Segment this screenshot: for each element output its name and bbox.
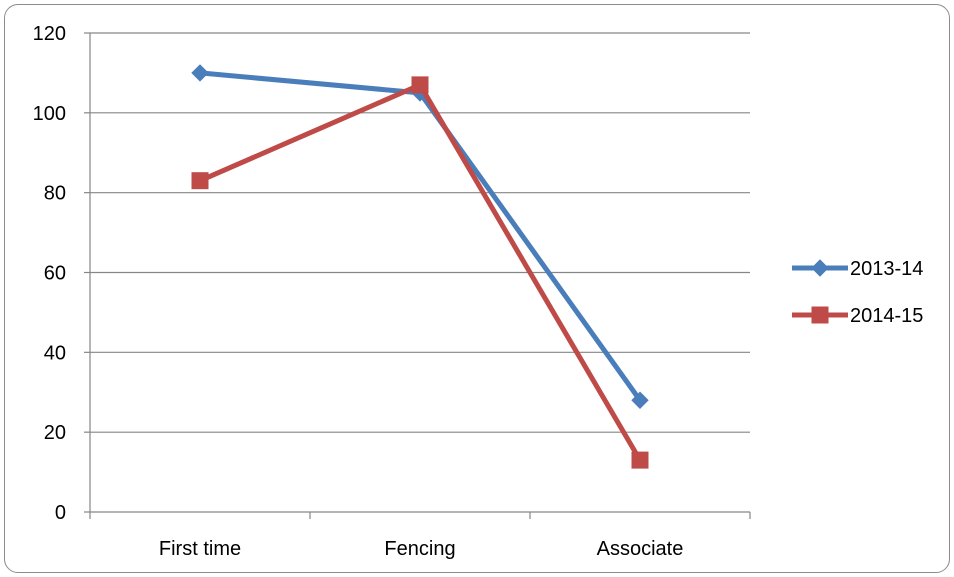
series-2014-15-point-associate (631, 451, 649, 469)
y-tick-label-40: 40 (44, 342, 66, 364)
y-tick-label-0: 0 (55, 502, 66, 524)
legend: 2013-14 2014-15 (792, 258, 923, 327)
x-tick-label-associate: Associate (597, 538, 684, 560)
y-axis-tick-labels: 0 20 40 60 80 100 120 (33, 23, 66, 524)
legend-label-2013-14: 2013-14 (850, 258, 923, 280)
y-tick-label-100: 100 (33, 103, 66, 125)
data-series (191, 64, 649, 469)
y-tick-label-60: 60 (44, 263, 66, 285)
chart-frame (4, 4, 950, 573)
series-2014-15-point-first-time (191, 172, 209, 190)
x-tick-label-fencing: Fencing (384, 538, 455, 560)
series-2013-14-point-first-time (191, 64, 209, 82)
y-tick-label-120: 120 (33, 23, 66, 45)
legend-item-2014-15: 2014-15 (792, 305, 923, 327)
legend-item-2013-14: 2013-14 (792, 258, 923, 280)
x-axis-tick-labels: First time Fencing Associate (159, 538, 683, 560)
series-2014-15 (191, 76, 649, 469)
series-2014-15-point-fencing (411, 76, 429, 94)
y-tick-label-80: 80 (44, 183, 66, 205)
legend-label-2014-15: 2014-15 (850, 305, 923, 327)
legend-swatch-marker-2013-14 (811, 259, 829, 277)
gridlines (90, 32, 750, 433)
x-tick-label-first-time: First time (159, 538, 241, 560)
axes (84, 32, 751, 519)
legend-swatch-marker-2014-15 (811, 306, 829, 324)
series-2013-14-point-associate (631, 391, 649, 409)
y-tick-label-20: 20 (44, 422, 66, 444)
